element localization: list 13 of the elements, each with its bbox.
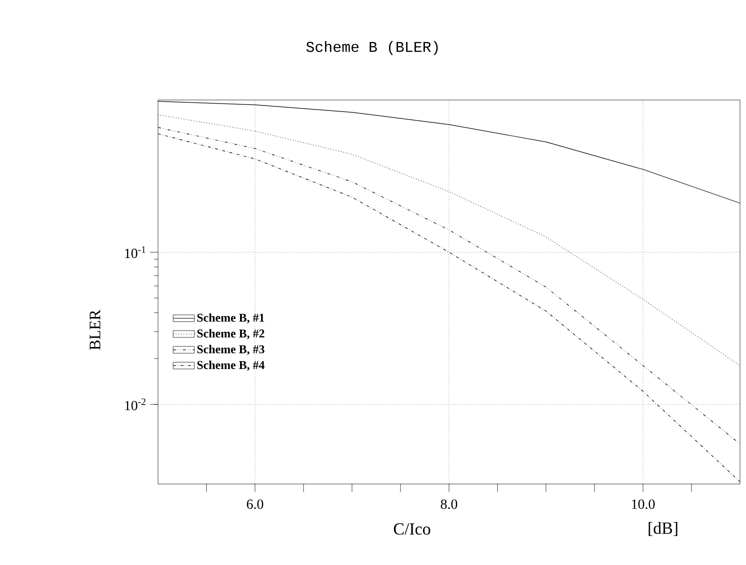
y-tick-label: 10$^{-2}$ bbox=[125, 398, 146, 410]
legend-label: Scheme B, #3 bbox=[197, 344, 264, 356]
x-tick-label: 10.0 bbox=[632, 499, 655, 509]
legend-label: Scheme B, #2 bbox=[197, 329, 264, 340]
x-axis-title: C/Ico bbox=[394, 523, 430, 535]
legend-label: Scheme B, #1 bbox=[197, 313, 264, 324]
y-tick-label: 10$^{-1}$ bbox=[125, 246, 146, 258]
legend-label: Scheme B, #4 bbox=[197, 360, 265, 371]
chart-title: Scheme B (BLER) bbox=[306, 41, 438, 55]
x-tick-label: 6.0 bbox=[246, 499, 264, 509]
y-axis-title: BLER bbox=[90, 310, 100, 350]
x-tick-label: 8.0 bbox=[440, 499, 458, 509]
text: [dB] bbox=[648, 522, 678, 536]
